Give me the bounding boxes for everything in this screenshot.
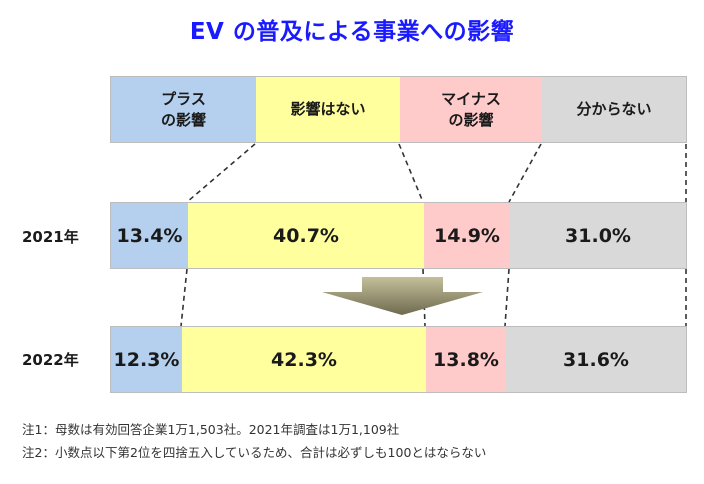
legend-minus: マイナス の影響 bbox=[400, 77, 542, 142]
legend-none: 影響はない bbox=[256, 77, 400, 142]
legend-unknown: 分からない bbox=[542, 77, 686, 142]
connector-line bbox=[398, 143, 424, 203]
seg-none-2022: 42.3% bbox=[182, 327, 426, 392]
row-label-2022: 2022年 bbox=[22, 351, 79, 369]
connector-line bbox=[180, 268, 188, 327]
seg-plus-2022: 12.3% bbox=[111, 327, 182, 392]
note-2: 注2：小数点以下第2位を四捨五入しているため、合計は必ずしも100とはならない bbox=[22, 445, 487, 460]
note-1: 注1：母数は有効回答企業1万1,503社。2021年調査は1万1,109社 bbox=[22, 422, 400, 437]
seg-plus-2021: 13.4% bbox=[111, 203, 188, 268]
connector-line bbox=[504, 268, 510, 327]
bar-2021: 13.4% 40.7% 14.9% 31.0% bbox=[110, 202, 687, 269]
down-arrow-icon bbox=[322, 277, 483, 315]
notes: 注1：母数は有効回答企業1万1,503社。2021年調査は1万1,109社 注2… bbox=[22, 418, 486, 464]
row-label-2021: 2021年 bbox=[22, 228, 79, 246]
legend-bar: プラス の影響 影響はない マイナス の影響 分からない bbox=[110, 76, 687, 143]
connector-line bbox=[186, 143, 256, 203]
bar-2022: 12.3% 42.3% 13.8% 31.6% bbox=[110, 326, 687, 393]
seg-minus-2021: 14.9% bbox=[424, 203, 510, 268]
legend-plus: プラス の影響 bbox=[111, 77, 256, 142]
seg-unknown-2022: 31.6% bbox=[506, 327, 686, 392]
seg-minus-2022: 13.8% bbox=[426, 327, 506, 392]
seg-none-2021: 40.7% bbox=[188, 203, 424, 268]
connector-line bbox=[508, 143, 542, 203]
seg-unknown-2021: 31.0% bbox=[510, 203, 686, 268]
chart-title: EV の普及による事業への影響 bbox=[189, 19, 515, 45]
